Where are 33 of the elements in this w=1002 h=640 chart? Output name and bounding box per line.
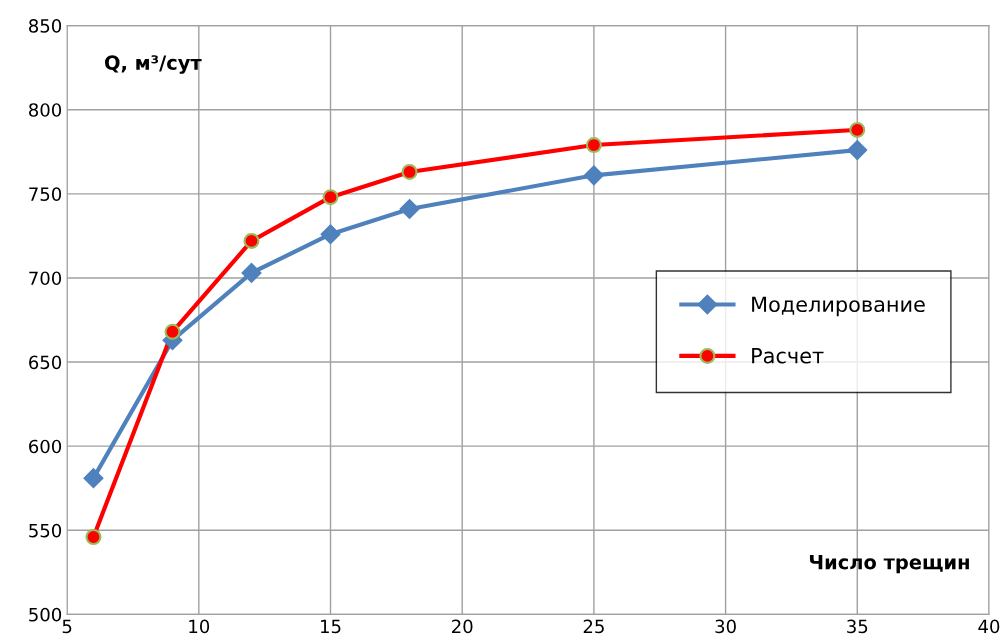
x-tick-label: 5 [62,619,72,634]
point [241,263,262,283]
y-tick-label: 500 [29,607,62,622]
point [164,323,181,340]
x-tick-label: 30 [715,619,736,634]
y-axis-title: Q, м³/сут [104,55,202,74]
point [243,232,260,249]
point [83,468,104,489]
x-tick-label: 15 [321,619,341,634]
y-tick-label: 600 [29,439,62,454]
x-tick-label: 20 [452,619,473,634]
y-tick-label: 800 [29,103,62,117]
point [585,137,602,154]
x-tick-label: 35 [847,619,868,634]
y-tick-label: 700 [29,271,62,286]
point [847,140,868,160]
y-tick-label: 650 [29,355,62,370]
x-tick-label: 10 [189,619,210,634]
point [320,224,341,245]
point [399,199,420,219]
x-axis-title: Число трещин [809,554,969,574]
legend-label: Расчет [752,348,824,364]
y-tick-label: 750 [29,187,62,201]
x-tick-label: 40 [978,619,1000,634]
point [85,529,102,545]
y-tick-label: 550 [29,523,62,538]
y-tick-label: 850 [29,19,62,33]
point [584,165,604,186]
legend-label: Моделирование [752,296,925,317]
point [322,189,339,206]
x-tick-label: 25 [583,619,604,634]
point [401,163,418,180]
point [849,121,866,138]
